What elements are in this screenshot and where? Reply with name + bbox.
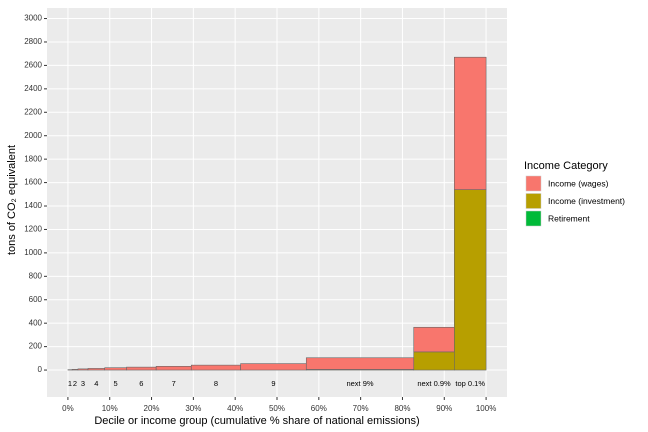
legend-key <box>525 210 542 227</box>
x-tick-label: 60% <box>311 404 327 413</box>
y-tick-label: 800 <box>29 271 43 280</box>
category-label: 2 <box>73 379 77 388</box>
x-tick-label: 40% <box>227 404 243 413</box>
bar <box>413 326 455 353</box>
legend-title: Income Category <box>524 160 608 172</box>
y-tick-label: 2400 <box>24 84 42 93</box>
x-axis-title: Decile or income group (cumulative % sha… <box>94 415 419 427</box>
bar <box>454 56 487 190</box>
x-tick-label: 0% <box>62 404 74 413</box>
bar <box>77 368 89 371</box>
x-tick-label: 20% <box>144 404 160 413</box>
category-label: 1 <box>68 379 72 388</box>
bar <box>155 366 192 371</box>
y-tick-label: 1400 <box>24 201 42 210</box>
category-label: 6 <box>139 379 143 388</box>
x-tick-label: 10% <box>102 404 118 413</box>
category-label: next 0.9% <box>417 379 451 388</box>
y-tick-label: 3000 <box>24 14 42 23</box>
y-tick-label: 2000 <box>24 131 42 140</box>
category-label: 8 <box>214 379 218 388</box>
bar <box>305 357 415 370</box>
legend-key <box>525 193 542 209</box>
y-tick-label: 2600 <box>24 61 42 70</box>
legend-label: Income (wages) <box>548 178 609 188</box>
y-tick-label: 1600 <box>24 178 42 187</box>
y-tick-label: 600 <box>29 295 43 304</box>
y-tick-label: 1800 <box>24 154 42 163</box>
bar <box>71 369 79 371</box>
y-axis-title: tons of CO₂ equivalent <box>6 145 18 255</box>
x-tick-label: 30% <box>185 404 201 413</box>
bar <box>104 367 127 371</box>
y-tick-label: 400 <box>29 318 43 327</box>
y-tick-label: 200 <box>29 342 43 351</box>
category-label: top 0.1% <box>455 379 485 388</box>
legend-label: Income (investment) <box>548 196 625 206</box>
bar <box>126 366 157 371</box>
y-tick-label: 1000 <box>24 248 42 257</box>
category-label: 4 <box>94 379 98 388</box>
bar <box>454 189 487 371</box>
category-label: 5 <box>113 379 117 388</box>
x-tick-label: 50% <box>269 404 285 413</box>
category-label: 7 <box>172 379 176 388</box>
category-label: 9 <box>271 379 275 388</box>
bar <box>87 368 106 371</box>
y-tick-label: 1200 <box>24 225 42 234</box>
bar <box>240 363 307 371</box>
bar <box>190 364 241 371</box>
y-tick-label: 2200 <box>24 107 42 116</box>
y-tick-label: 0 <box>38 365 43 374</box>
category-label: next 9% <box>346 379 373 388</box>
x-tick-label: 80% <box>394 404 410 413</box>
bar <box>413 351 455 371</box>
x-tick-label: 90% <box>436 404 452 413</box>
x-tick-label: 100% <box>476 404 496 413</box>
y-tick-label: 2800 <box>24 37 42 46</box>
category-label: 3 <box>81 379 85 388</box>
legend-key <box>525 175 542 192</box>
x-tick-label: 70% <box>353 404 369 413</box>
legend-label: Retirement <box>548 213 590 223</box>
